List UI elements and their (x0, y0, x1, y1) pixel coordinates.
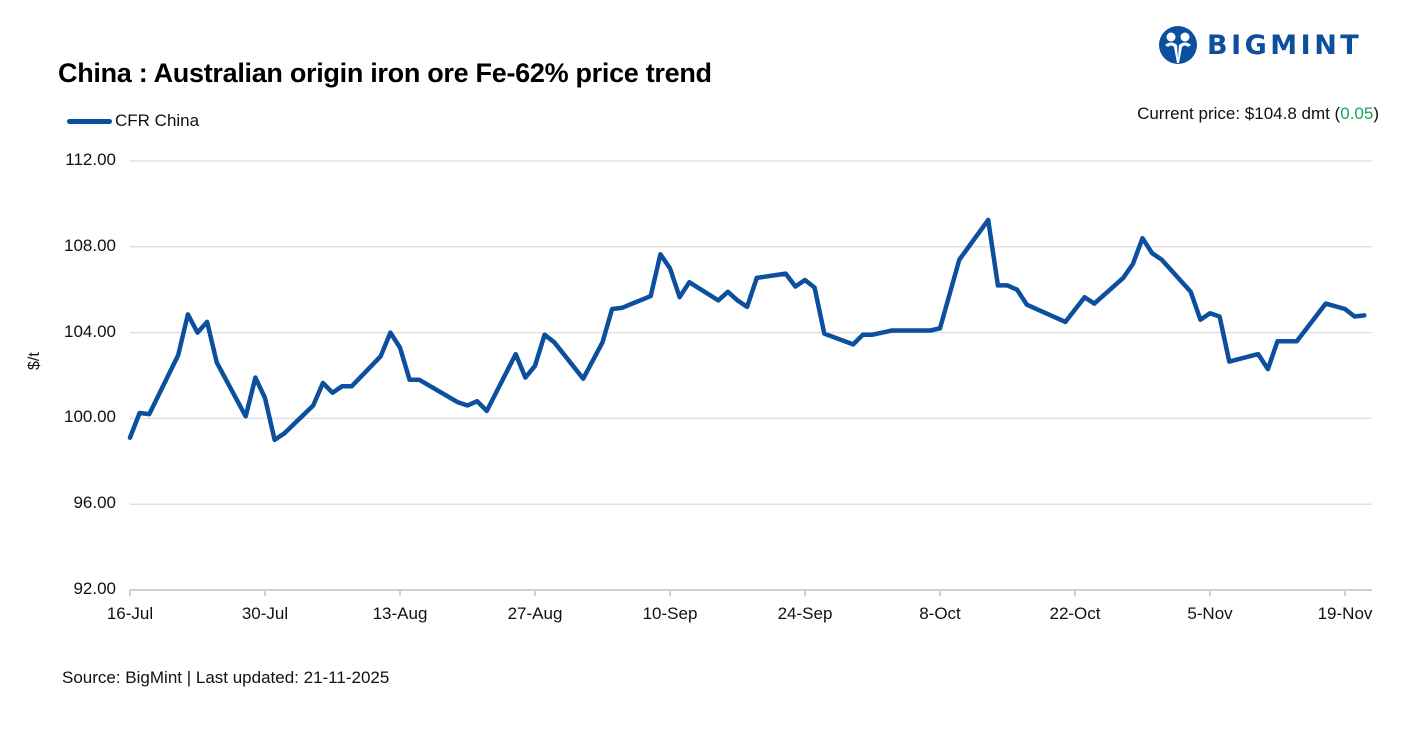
x-tick-label: 16-Jul (106, 604, 154, 623)
current-price-close: ) (1373, 104, 1379, 123)
x-tick-label: 5-Nov (1187, 604, 1233, 623)
x-tick-label: 30-Jul (241, 604, 289, 623)
current-price-label: Current price: $104.8 dmt ( (1137, 104, 1341, 123)
bigmint-logo: BIGMINT (1158, 25, 1362, 65)
y-tick-label: 92.00 (73, 579, 116, 598)
legend-label: CFR China (115, 111, 200, 130)
y-tick-label: 108.00 (64, 235, 116, 255)
x-tick-label: 24-Sep (777, 604, 833, 623)
price-change: 0.05 (1340, 104, 1374, 123)
x-tick-label: 10-Sep (642, 604, 698, 623)
x-tick-label: 27-Aug (507, 604, 563, 623)
chart-title: China : Australian origin iron ore Fe-62… (58, 58, 712, 88)
y-tick-label: 100.00 (64, 407, 116, 427)
y-tick-label: 104.00 (64, 321, 116, 341)
x-tick-label: 19-Nov (1317, 604, 1373, 623)
gridlines (130, 160, 1372, 591)
brand-name: BIGMINT (1207, 29, 1363, 61)
x-tick-label: 22-Oct (1049, 604, 1101, 623)
x-axis (129, 590, 1346, 596)
source-footer: Source: BigMint | Last updated: 21-11-20… (62, 668, 390, 687)
y-tick-label: 96.00 (73, 493, 116, 513)
y-tick-label: 112.00 (65, 150, 116, 169)
bigmint-logo-icon (1159, 26, 1197, 64)
current-price: Current price: $104.8 dmt (0.05) (1137, 104, 1379, 124)
legend-line-swatch (67, 118, 112, 124)
chart-legend: CFR China (67, 111, 199, 131)
x-tick-label: 13-Aug (372, 604, 428, 623)
x-tick-label: 8-Oct (919, 604, 961, 623)
cfr-china-series-line (127, 217, 1367, 443)
